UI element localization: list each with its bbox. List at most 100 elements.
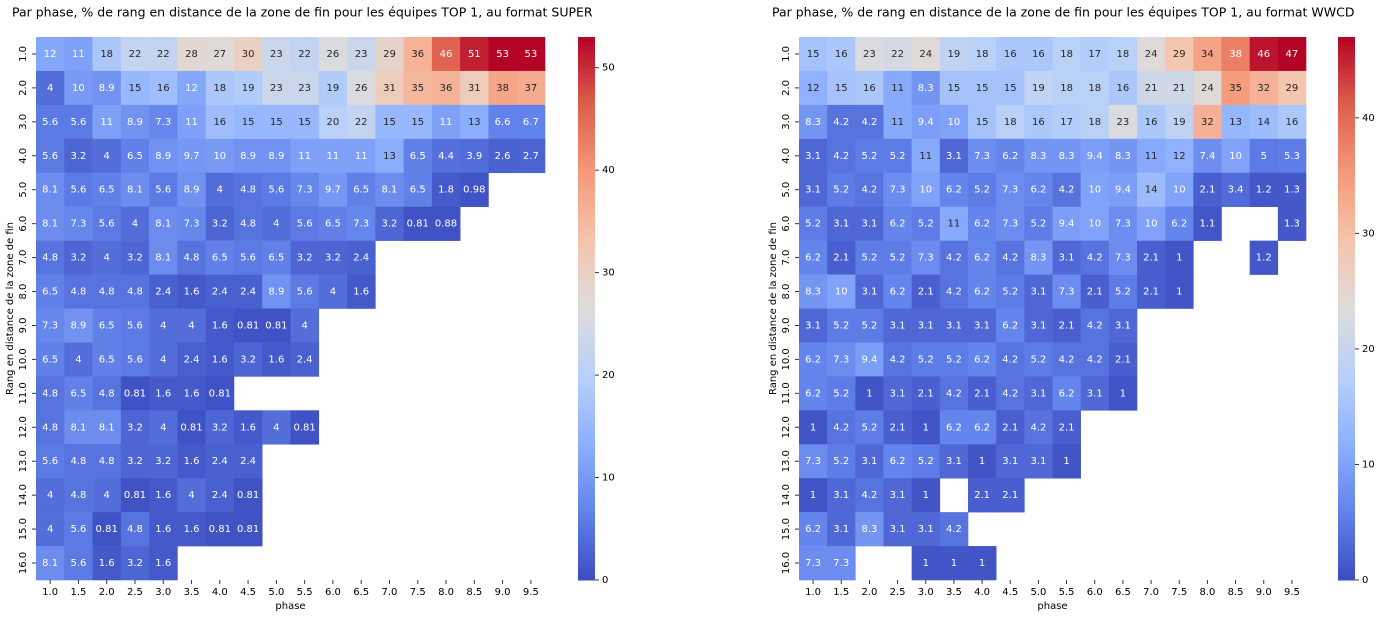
cell-label: 6.2 bbox=[1030, 185, 1046, 196]
colorbar-segment bbox=[1338, 539, 1355, 545]
heatmap-cell bbox=[318, 240, 348, 275]
cell-label: 4.2 bbox=[1002, 253, 1018, 264]
heatmap-cell bbox=[1249, 70, 1279, 106]
cell-label: 2.1 bbox=[1115, 354, 1131, 365]
colorbar-segment bbox=[578, 186, 595, 192]
heatmap-cell bbox=[1249, 240, 1279, 275]
heatmap-cell bbox=[968, 308, 997, 343]
y-tick-label: 4.0 bbox=[18, 148, 29, 164]
heatmap-cell bbox=[799, 240, 828, 275]
x-tick-label: 9.5 bbox=[523, 587, 539, 598]
colorbar-segment bbox=[578, 331, 595, 337]
heatmap-cell bbox=[996, 444, 1025, 479]
colorbar-segment bbox=[578, 335, 595, 341]
heatmap-cell bbox=[233, 37, 263, 72]
heatmap-cell bbox=[1137, 274, 1166, 309]
x-axis-label: phase bbox=[275, 601, 305, 612]
cell-label: 5.2 bbox=[890, 151, 906, 162]
x-tick-label: 7.0 bbox=[1143, 587, 1159, 598]
heatmap-cell bbox=[1221, 70, 1250, 106]
cell-label: 5.2 bbox=[861, 320, 877, 331]
colorbar-segment bbox=[578, 543, 595, 549]
colorbar-segment bbox=[1338, 86, 1355, 92]
colorbar-segment bbox=[1338, 186, 1355, 192]
colorbar-segment bbox=[578, 371, 595, 377]
colorbar-segment bbox=[578, 104, 595, 110]
heatmap-cell bbox=[92, 308, 122, 343]
colorbar-segment bbox=[578, 163, 595, 169]
heatmap-cell bbox=[92, 104, 122, 140]
heatmap-cell bbox=[911, 240, 941, 275]
heatmap-cell bbox=[205, 274, 235, 309]
cell-label: 0.81 bbox=[294, 422, 316, 433]
heatmap-cell bbox=[1080, 376, 1110, 411]
heatmap-cell bbox=[36, 104, 65, 140]
cell-label: 26 bbox=[327, 49, 340, 60]
y-tick-label: 16.0 bbox=[18, 552, 29, 574]
heatmap-cell bbox=[1024, 104, 1053, 140]
cell-label: 4.2 bbox=[1002, 354, 1018, 365]
heatmap-cell bbox=[290, 308, 320, 343]
heatmap-cell bbox=[883, 138, 912, 174]
heatmap-cell bbox=[968, 376, 997, 411]
cell-label: 3.1 bbox=[833, 490, 849, 501]
cell-label: 15 bbox=[129, 83, 142, 94]
cell-label: 8.3 bbox=[861, 524, 877, 535]
heatmap-cell bbox=[827, 546, 856, 581]
cell-label: 38 bbox=[1229, 49, 1242, 60]
colorbar-segment bbox=[1338, 145, 1355, 151]
heatmap-cell bbox=[799, 376, 828, 411]
cell-label: 4.2 bbox=[946, 524, 962, 535]
cell-label: 20 bbox=[327, 117, 340, 128]
colorbar-segment bbox=[578, 403, 595, 409]
cell-label: 7.3 bbox=[1002, 219, 1018, 230]
colorbar-segment bbox=[1338, 136, 1355, 142]
cell-label: 4 bbox=[301, 320, 307, 331]
heatmap-cell bbox=[827, 342, 856, 377]
cell-label: 5.6 bbox=[297, 287, 313, 298]
colorbar-segment bbox=[578, 408, 595, 414]
heatmap-cell bbox=[262, 342, 291, 377]
cell-label: 1.6 bbox=[155, 524, 171, 535]
cell-label: 3.2 bbox=[155, 456, 171, 467]
colorbar-segment bbox=[578, 299, 595, 305]
cell-label: 4.2 bbox=[861, 117, 877, 128]
cell-label: 3.1 bbox=[890, 490, 906, 501]
x-tick-label: 5.0 bbox=[1030, 587, 1046, 598]
heatmap-cell bbox=[149, 308, 178, 343]
heatmap-cell bbox=[883, 342, 912, 377]
colorbar-segment bbox=[578, 552, 595, 558]
heatmap-cell bbox=[1052, 308, 1081, 343]
cell-label: 4 bbox=[47, 83, 53, 94]
colorbar-tick-label: 10 bbox=[1362, 459, 1375, 470]
heatmap-cell bbox=[883, 37, 912, 72]
heatmap-cell bbox=[205, 512, 235, 547]
colorbar-segment bbox=[578, 561, 595, 567]
cell-label: 18 bbox=[1060, 49, 1073, 60]
colorbar-segment bbox=[578, 150, 595, 156]
heatmap-cell bbox=[827, 478, 856, 513]
y-tick-label: 12.0 bbox=[18, 416, 29, 438]
heatmap-cell bbox=[911, 308, 941, 343]
colorbar-segment bbox=[578, 204, 595, 210]
cell-label: 23 bbox=[863, 49, 876, 60]
y-tick-label: 15.0 bbox=[18, 518, 29, 540]
colorbar-segment bbox=[1338, 68, 1355, 74]
colorbar-segment bbox=[1338, 313, 1355, 319]
colorbar-segment bbox=[578, 435, 595, 441]
cell-label: 15 bbox=[242, 117, 255, 128]
x-tick-label: 7.0 bbox=[382, 587, 398, 598]
cell-label: 27 bbox=[213, 49, 226, 60]
cell-label: 4 bbox=[47, 490, 53, 501]
cell-label: 4 bbox=[160, 354, 166, 365]
heatmap-cell bbox=[403, 172, 433, 207]
heatmap-cell bbox=[262, 410, 291, 445]
cell-label: 11 bbox=[440, 117, 453, 128]
heatmap-cell bbox=[205, 206, 235, 241]
cell-label: 3.2 bbox=[127, 422, 143, 433]
cell-label: 23 bbox=[1117, 117, 1130, 128]
y-tick-label: 16.0 bbox=[781, 552, 792, 574]
cell-label: 13 bbox=[1229, 117, 1242, 128]
cell-label: 19 bbox=[1032, 83, 1045, 94]
y-tick-label: 12.0 bbox=[781, 416, 792, 438]
